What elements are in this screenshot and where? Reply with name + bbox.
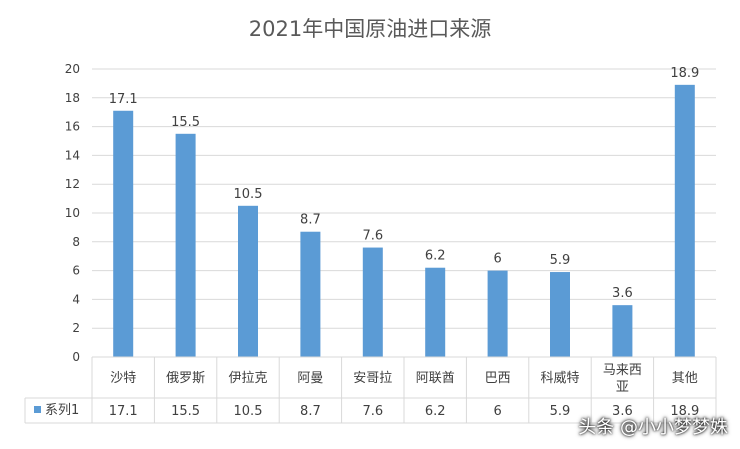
y-tick-label: 0 (72, 350, 80, 364)
bar (113, 110, 134, 357)
data-label: 10.5 (234, 187, 263, 202)
y-tick-label: 12 (65, 177, 80, 191)
bar (362, 247, 383, 357)
data-label: 15.5 (171, 115, 200, 130)
category-label: 科威特 (540, 371, 579, 386)
table-value: 10.5 (234, 404, 263, 419)
grid-layer (92, 68, 716, 329)
table-value: 15.5 (171, 404, 200, 419)
data-label: 8.7 (300, 213, 321, 228)
category-label: 马来西 (603, 363, 642, 378)
bar (175, 133, 196, 357)
category-label: 俄罗斯 (166, 371, 205, 386)
data-label: 17.1 (109, 92, 138, 107)
chart-title: 2021年中国原油进口来源 (249, 17, 491, 41)
category-label: 安哥拉 (353, 371, 392, 386)
bar (487, 270, 508, 357)
table-value: 17.1 (109, 404, 138, 419)
y-tick-label: 2 (72, 321, 80, 335)
category-label: 阿曼 (297, 371, 323, 386)
bar-layer (113, 84, 695, 357)
table-value: 5.9 (550, 404, 571, 419)
label-layer: 0 2 4 6 8 10 12 14 16 18 20 17.1 15.5 10.5 8.7 7.6 6.2 6 5… (65, 62, 700, 364)
table-value: 3.6 (612, 404, 633, 419)
category-label: 其他 (672, 371, 698, 386)
table-value: 18.9 (670, 404, 699, 419)
data-label: 3.6 (612, 286, 633, 301)
table-value: 8.7 (300, 404, 321, 419)
legend-series-name: 系列1 (45, 403, 79, 418)
bar (238, 205, 258, 357)
category-label: 亚 (616, 380, 629, 395)
data-label: 18.9 (670, 66, 699, 81)
y-tick-label: 6 (72, 264, 80, 278)
y-tick-label: 4 (72, 292, 80, 306)
bar (550, 272, 570, 357)
table-value: 6.2 (425, 404, 446, 419)
category-label: 沙特 (110, 371, 136, 386)
bar (612, 305, 633, 357)
category-label: 阿联酋 (416, 370, 455, 386)
data-label: 7.6 (362, 229, 383, 244)
legend-swatch (34, 406, 41, 413)
category-label: 伊拉克 (228, 371, 267, 386)
table-value: 6 (493, 404, 501, 419)
y-tick-label: 14 (65, 148, 80, 162)
data-label: 6 (493, 252, 501, 267)
bar (674, 84, 695, 357)
bar (300, 231, 321, 357)
table-value: 7.6 (362, 404, 383, 419)
y-tick-label: 8 (72, 235, 80, 249)
bar (425, 267, 446, 357)
data-label: 6.2 (425, 249, 446, 264)
data-table: 系列1 沙特 17.1 俄罗斯 15.5 伊拉克 10.5 阿曼 8.7 安哥拉 7.6 阿联酋 6.2… (24, 356, 717, 424)
category-label: 巴西 (485, 371, 511, 386)
y-tick-label: 18 (65, 91, 80, 105)
y-tick-label: 20 (65, 62, 80, 76)
y-tick-label: 16 (65, 120, 80, 134)
y-tick-label: 10 (65, 206, 80, 220)
data-label: 5.9 (550, 253, 571, 268)
